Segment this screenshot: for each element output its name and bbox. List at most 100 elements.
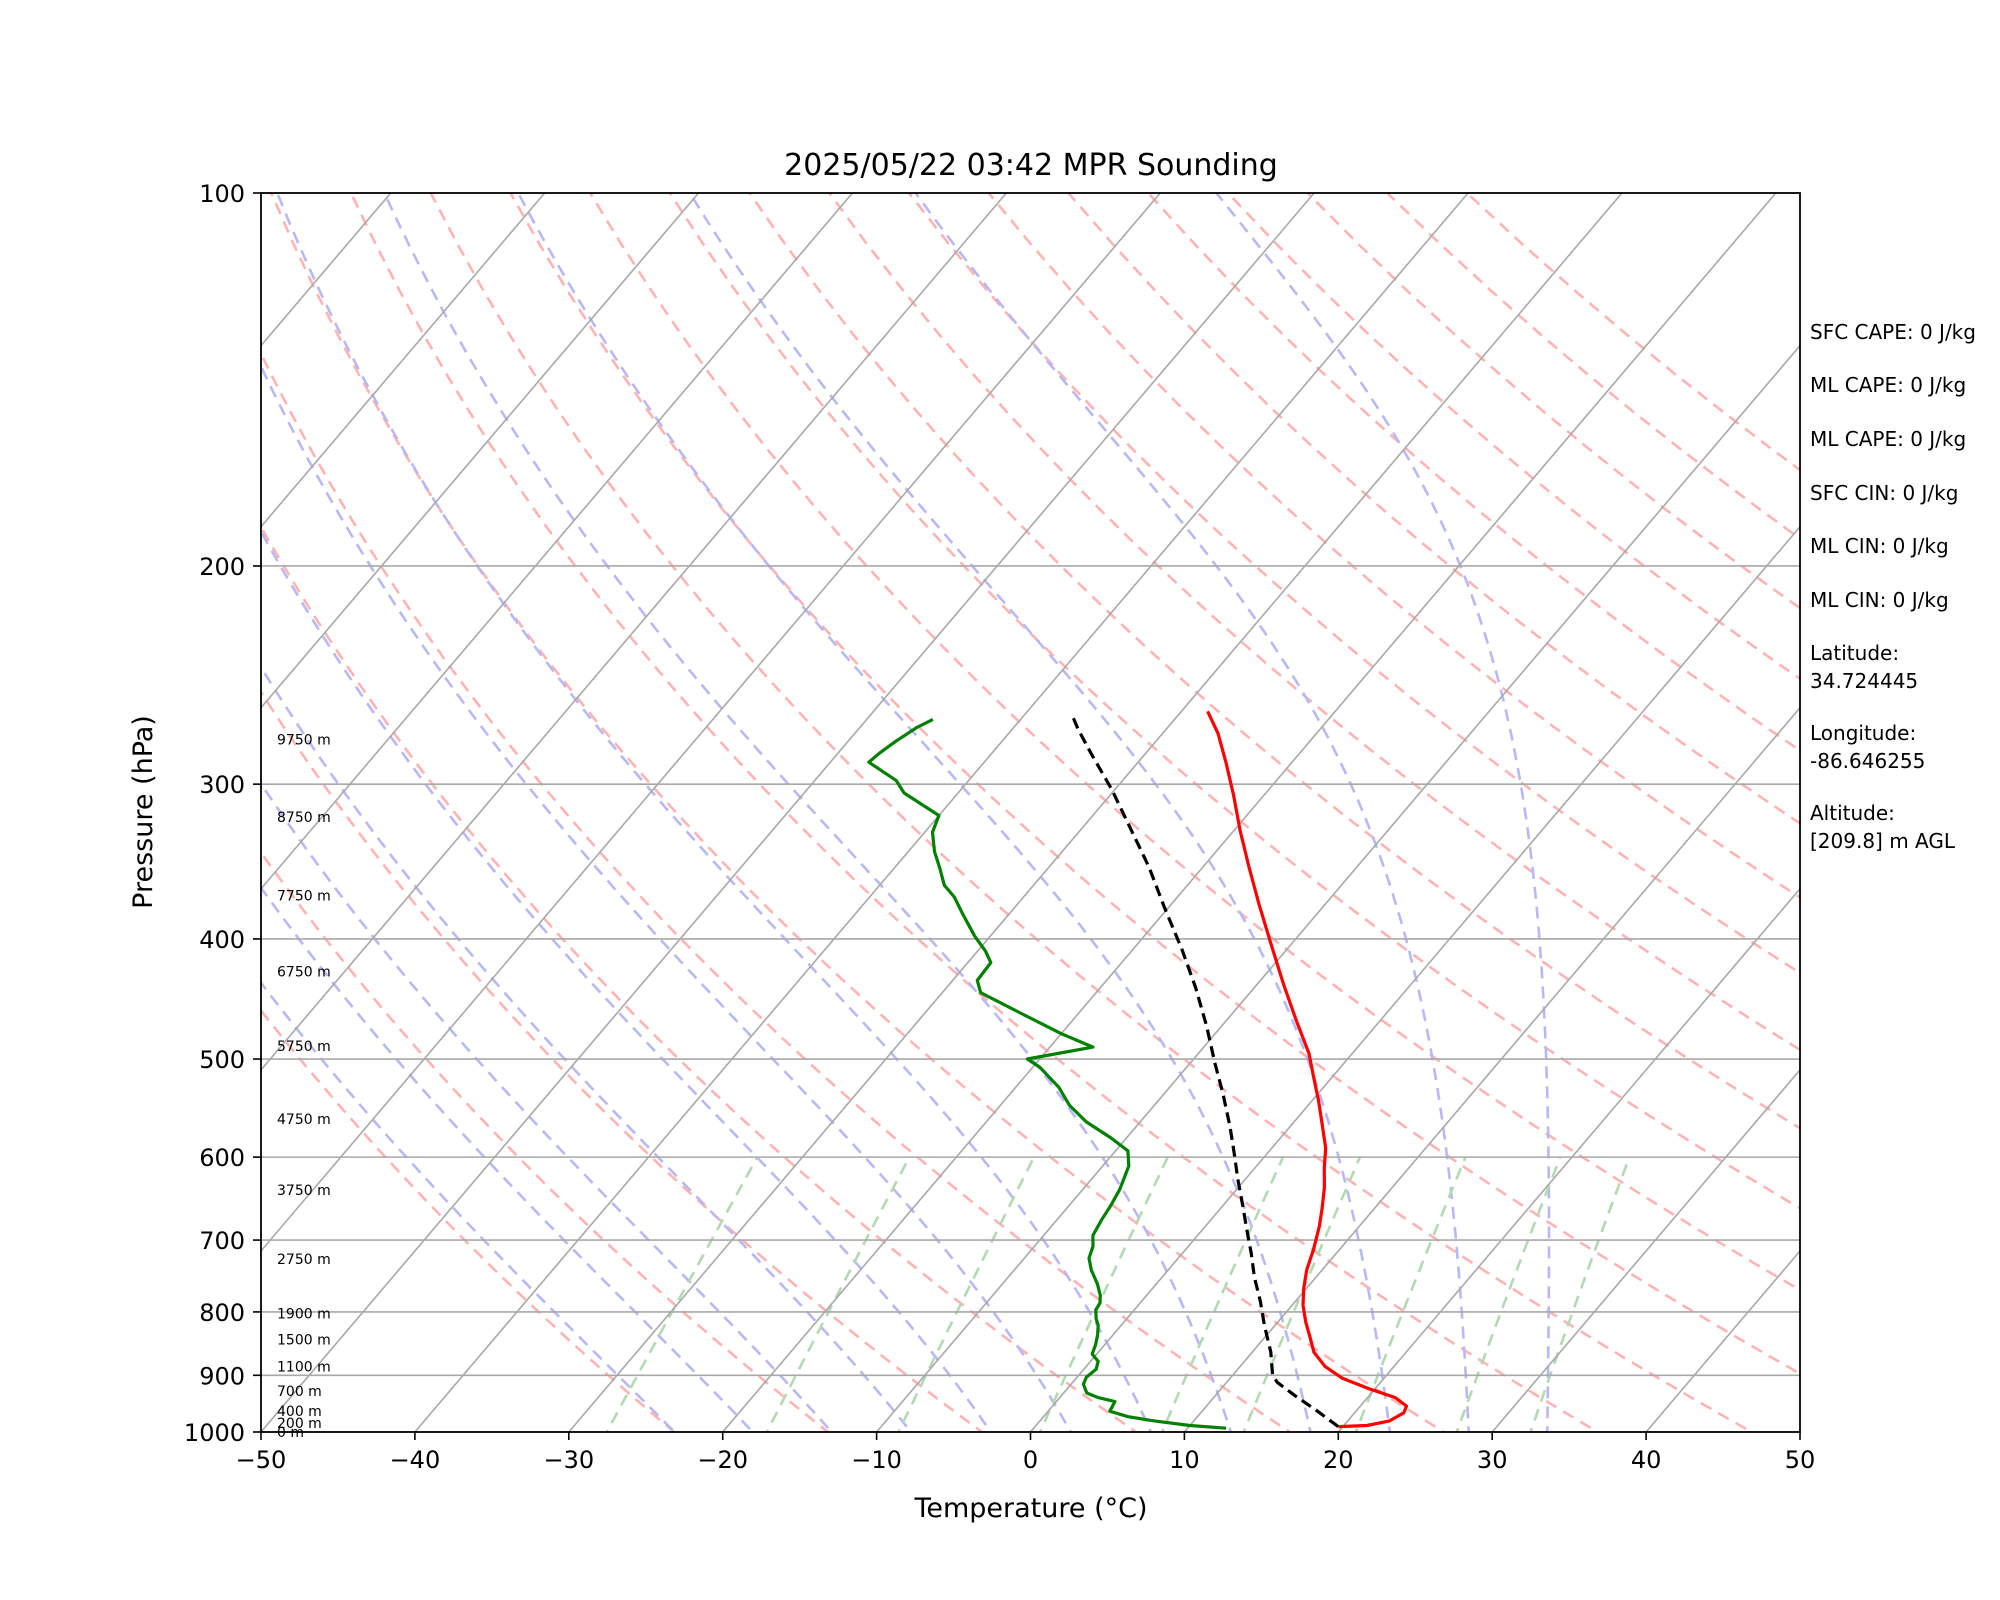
data-series	[867, 710, 1409, 1430]
info-line: Altitude:	[1810, 801, 1895, 825]
background-lines	[261, 193, 1800, 1432]
mixing-ratio-line	[1242, 1156, 1362, 1432]
dry-adiabat-line	[509, 193, 1800, 1376]
isotherm-line	[875, 344, 1800, 1432]
moist-adiabat-line	[261, 980, 677, 1432]
moist-adiabat-line	[383, 193, 1233, 1432]
height-label: 700 m	[277, 1384, 322, 1400]
dry-adiabat-line	[349, 193, 1601, 1432]
mixing-ratio-line	[896, 1156, 1036, 1432]
info-line: Latitude:	[1810, 641, 1899, 665]
dry-adiabat-line	[987, 193, 1800, 899]
moist-adiabat-line	[517, 193, 1312, 1432]
moist-adiabat-line	[914, 193, 1471, 1432]
x-tick-label: 40	[1631, 1446, 1662, 1474]
info-line: -86.646255	[1810, 749, 1925, 773]
moist-adiabat-line	[276, 193, 1153, 1432]
y-tick-label: 1000	[184, 1419, 245, 1447]
x-tick-label: −40	[390, 1446, 441, 1474]
height-label: 400 m	[277, 1404, 322, 1420]
mixing-ratio-line	[1038, 1156, 1169, 1432]
isotherm-line	[414, 193, 1469, 1432]
dry-adiabat-line	[261, 689, 985, 1432]
chart-title: 2025/05/22 03:42 MPR Sounding	[784, 148, 1278, 183]
x-tick-label: 50	[1785, 1446, 1816, 1474]
height-label: 1900 m	[277, 1306, 331, 1322]
info-line: [209.8] m AGL	[1810, 829, 1956, 853]
moist-adiabat-line	[261, 885, 755, 1432]
info-line: SFC CIN: 0 J/kg	[1810, 481, 1958, 505]
mixing-ratio-line	[605, 1156, 759, 1432]
height-label: 6750 m	[277, 965, 331, 981]
dry-adiabat-line	[1067, 193, 1800, 825]
isotherm-line	[261, 193, 854, 891]
x-tick-label: 30	[1477, 1446, 1508, 1474]
info-line: ML CAPE: 0 J/kg	[1810, 427, 1966, 451]
y-tick-label: 900	[199, 1362, 245, 1390]
isotherm-line	[1337, 887, 1800, 1432]
y-tick-label: 400	[199, 926, 245, 954]
y-tick-label: 500	[199, 1046, 245, 1074]
height-label: 8750 m	[277, 810, 331, 826]
isotherm-line	[261, 193, 1161, 1253]
dry-adiabat-line	[261, 1008, 677, 1432]
x-tick-label: 0	[1023, 1446, 1038, 1474]
x-tick-label: −50	[236, 1446, 287, 1474]
info-line: 34.724445	[1810, 669, 1918, 693]
y-tick-label: 300	[199, 771, 245, 799]
dry-adiabat-line	[261, 350, 1293, 1432]
mixing-ratio-line	[765, 1156, 911, 1432]
x-tick-label: −20	[697, 1446, 748, 1474]
isotherm-line	[1029, 525, 1800, 1432]
isotherm-line	[261, 193, 1315, 1432]
x-tick-label: −30	[543, 1446, 594, 1474]
info-line: ML CIN: 0 J/kg	[1810, 588, 1949, 612]
height-label: 2750 m	[277, 1252, 331, 1268]
info-line: Longitude:	[1810, 721, 1916, 745]
dewpoint-profile-line	[867, 717, 1227, 1430]
sounding-info-panel: SFC CAPE: 0 J/kg ML CAPE: 0 J/kg ML CAPE: …	[1810, 320, 1976, 853]
dry-adiabat-line	[261, 850, 831, 1432]
dry-adiabat-line	[668, 193, 1800, 1210]
dry-adiabat-line	[261, 524, 1139, 1432]
y-tick-label: 800	[199, 1299, 245, 1327]
axes: −50 −40 −30 −20 −10 0 10 20 30 40 50 100 200 300 400 50…	[184, 180, 1815, 1474]
moist-adiabat-line	[1215, 193, 1551, 1432]
height-label: 7750 m	[277, 889, 331, 905]
y-tick-label: 100	[199, 180, 245, 208]
height-label: 1100 m	[277, 1359, 331, 1375]
height-label: 3750 m	[277, 1183, 331, 1199]
x-tick-label: 10	[1169, 1446, 1200, 1474]
height-label: 9750 m	[277, 732, 331, 748]
info-line: SFC CAPE: 0 J/kg	[1810, 320, 1976, 344]
moist-adiabat-line	[261, 781, 834, 1432]
x-tick-label: 20	[1323, 1446, 1354, 1474]
isotherm-line	[261, 193, 700, 709]
isotherm-line	[261, 193, 546, 528]
height-label: 0 m	[277, 1425, 304, 1441]
parcel-profile-line	[1071, 716, 1340, 1428]
temperature-profile-line	[1206, 710, 1409, 1429]
mixing-ratio-line	[1529, 1156, 1631, 1432]
mixing-ratio-line	[1455, 1156, 1562, 1432]
isotherm-line	[261, 193, 1007, 1072]
moist-adiabat-line	[261, 363, 1073, 1432]
height-label: 1500 m	[277, 1332, 331, 1348]
y-tick-label: 200	[199, 553, 245, 581]
mixing-ratio-line	[1354, 1156, 1467, 1432]
y-tick-label: 600	[199, 1144, 245, 1172]
height-label: 4750 m	[277, 1112, 331, 1128]
x-axis-label: Temperature (°C)	[913, 1493, 1147, 1524]
dry-adiabat-line	[270, 193, 1447, 1432]
x-tick-label: −10	[851, 1446, 902, 1474]
moist-adiabat-line	[688, 193, 1392, 1432]
height-label: 5750 m	[277, 1039, 331, 1055]
y-axis-label: Pressure (hPa)	[128, 715, 159, 909]
isotherm-line	[1491, 1068, 1800, 1432]
mixing-ratio-line	[1160, 1156, 1285, 1432]
info-line: ML CAPE: 0 J/kg	[1810, 373, 1966, 397]
isotherm-line	[1183, 706, 1800, 1432]
